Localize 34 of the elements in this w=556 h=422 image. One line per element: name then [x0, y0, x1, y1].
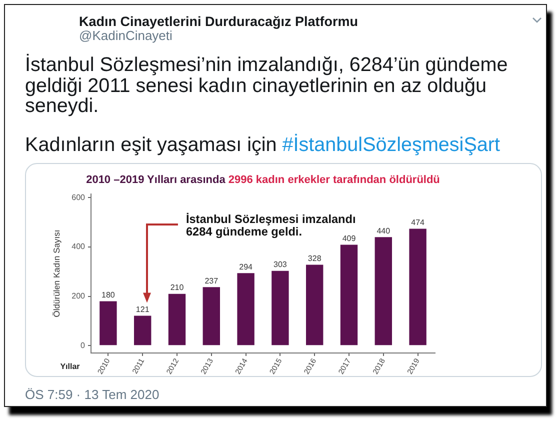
- bar: [202, 287, 220, 346]
- text: @KadinCinayeti: [79, 28, 172, 43]
- data-label: 303: [274, 260, 288, 270]
- bar: [237, 273, 254, 346]
- text: İstanbul Sözleşmesi’nin imzalandığı, 6284’ün gündeme geldiği 2011 senesi kadın cinayetlerinin en az olduğu seneydi.: [25, 54, 509, 117]
- y-tick-label: 0: [80, 340, 86, 350]
- data-label: 210: [170, 283, 184, 292]
- bar: [100, 301, 117, 346]
- chart-title: 2010 –2019 Yılları arasında: [86, 174, 226, 186]
- data-label: 440: [376, 226, 391, 236]
- y-tick-label: 400: [72, 242, 86, 252]
- chart-subtitle: 2996 kadın erkekler tarafından öldürüldü: [228, 174, 440, 186]
- bar: [134, 316, 152, 346]
- text: #İstanbulSözleşmesiŞart: [282, 134, 500, 156]
- data-label: 474: [411, 218, 426, 227]
- data-label: 180: [102, 290, 116, 300]
- data-label: 328: [308, 254, 322, 263]
- data-label: 237: [204, 276, 219, 286]
- data-label: 121: [136, 304, 150, 314]
- y-axis-title: Öldürülen Kadın Sayısı: [51, 230, 62, 318]
- bar: [374, 237, 392, 346]
- text: Kadın Cinayetlerini Durduracağız Platformu: [79, 14, 358, 29]
- bar: [272, 270, 289, 346]
- bar: [340, 244, 358, 346]
- y-tick-label: 200: [72, 292, 86, 301]
- x-axis-title: Yıllar: [60, 362, 80, 372]
- bar: [409, 228, 426, 346]
- bar: [306, 264, 324, 346]
- data-label: 409: [342, 234, 356, 243]
- text: ÖS 7:59 · 13 Tem 2020: [25, 387, 160, 402]
- data-label: 294: [239, 262, 254, 272]
- text: Kadınların eşit yaşaması için: [25, 134, 277, 156]
- y-tick-label: 600: [72, 192, 86, 202]
- bar: [168, 294, 186, 346]
